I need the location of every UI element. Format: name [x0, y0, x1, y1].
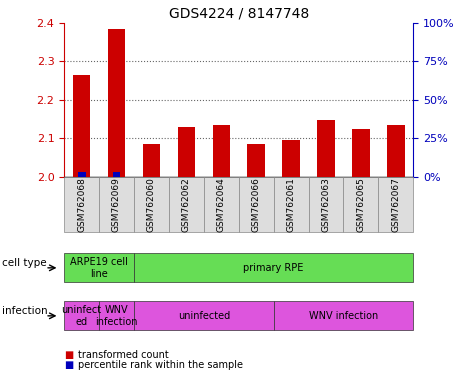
- Text: uninfect
ed: uninfect ed: [62, 305, 102, 327]
- Bar: [77, 172, 85, 177]
- Text: primary RPE: primary RPE: [243, 263, 304, 273]
- Title: GDS4224 / 8147748: GDS4224 / 8147748: [169, 7, 309, 20]
- Bar: [113, 172, 121, 177]
- Bar: [317, 120, 335, 177]
- Text: cell type: cell type: [2, 258, 47, 268]
- Text: GSM762067: GSM762067: [391, 177, 400, 232]
- Text: infection: infection: [2, 306, 48, 316]
- Bar: [282, 140, 300, 177]
- Text: GSM762062: GSM762062: [182, 177, 191, 232]
- Bar: [387, 125, 405, 177]
- Bar: [73, 75, 90, 177]
- Bar: [142, 144, 160, 177]
- Text: uninfected: uninfected: [178, 311, 230, 321]
- Text: WNV infection: WNV infection: [309, 311, 378, 321]
- Text: percentile rank within the sample: percentile rank within the sample: [78, 360, 243, 370]
- Bar: [352, 129, 370, 177]
- Text: GSM762068: GSM762068: [77, 177, 86, 232]
- Text: GSM762066: GSM762066: [252, 177, 261, 232]
- Text: GSM762060: GSM762060: [147, 177, 156, 232]
- Bar: [247, 144, 265, 177]
- Bar: [212, 125, 230, 177]
- Text: GSM762064: GSM762064: [217, 177, 226, 232]
- Text: GSM762063: GSM762063: [322, 177, 331, 232]
- Text: ■: ■: [64, 360, 73, 370]
- Text: GSM762061: GSM762061: [286, 177, 295, 232]
- Text: GSM762069: GSM762069: [112, 177, 121, 232]
- Bar: [178, 127, 195, 177]
- Text: WNV
infection: WNV infection: [95, 305, 138, 327]
- Text: ■: ■: [64, 350, 73, 360]
- Text: GSM762065: GSM762065: [356, 177, 365, 232]
- Text: transformed count: transformed count: [78, 350, 169, 360]
- Bar: [108, 29, 125, 177]
- Text: ARPE19 cell
line: ARPE19 cell line: [70, 257, 128, 279]
